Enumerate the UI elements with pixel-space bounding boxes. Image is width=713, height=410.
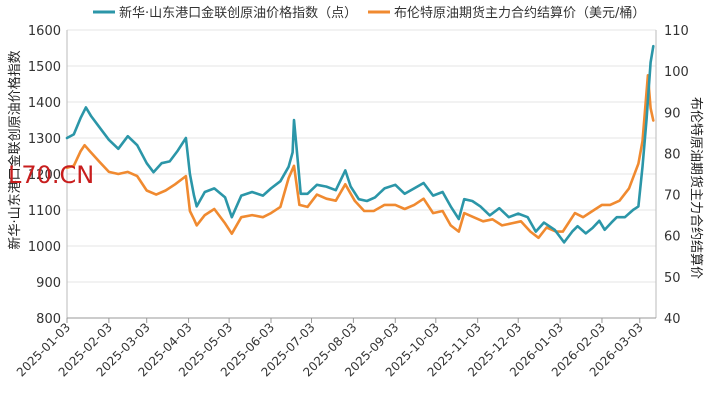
watermark: L70.CN bbox=[8, 161, 94, 189]
series-line-brent bbox=[65, 74, 655, 240]
legend-label-price-index: 新华·山东港口金联创原油价格指数（点） bbox=[119, 5, 357, 21]
grid-lines bbox=[67, 29, 656, 319]
series-line-price-index bbox=[65, 44, 655, 244]
right-axis-title: 布伦特原油期货主力合约结算价 bbox=[688, 97, 704, 279]
left-y-tick-label: 1600 bbox=[28, 24, 61, 39]
series-lines bbox=[65, 44, 655, 244]
left-axis-title: 新华·山东港口金联创原油价格指数 bbox=[7, 50, 23, 249]
right-y-tick-label: 110 bbox=[664, 24, 689, 39]
left-y-tick-label: 800 bbox=[36, 312, 61, 327]
right-y-tick-label: 80 bbox=[664, 147, 681, 162]
right-y-tick-label: 70 bbox=[664, 189, 681, 204]
right-y-tick-label: 60 bbox=[664, 230, 681, 245]
left-y-tick-label: 1000 bbox=[28, 240, 61, 255]
right-y-tick-label: 40 bbox=[664, 312, 681, 327]
right-y-tick-label: 50 bbox=[664, 271, 681, 286]
left-y-tick-label: 1300 bbox=[28, 132, 61, 147]
legend-label-brent: 布伦特原油期货主力合约结算价（美元/桶） bbox=[394, 5, 645, 21]
left-y-tick-label: 900 bbox=[36, 276, 61, 291]
right-y-tick-label: 100 bbox=[664, 65, 689, 80]
right-y-tick-label: 90 bbox=[664, 106, 681, 121]
left-y-tick-label: 1100 bbox=[28, 204, 61, 219]
left-y-tick-label: 1200 bbox=[28, 168, 61, 183]
axes: 1600 1500 1400 1300 1200 1100 1000 900 800 110 100… bbox=[14, 24, 689, 379]
legend: 新华·山东港口金联创原油价格指数（点） 布伦特原油期货主力合约结算价（美元/桶） bbox=[93, 5, 645, 21]
left-y-tick-label: 1500 bbox=[28, 60, 61, 75]
left-y-tick-label: 1400 bbox=[28, 96, 61, 111]
